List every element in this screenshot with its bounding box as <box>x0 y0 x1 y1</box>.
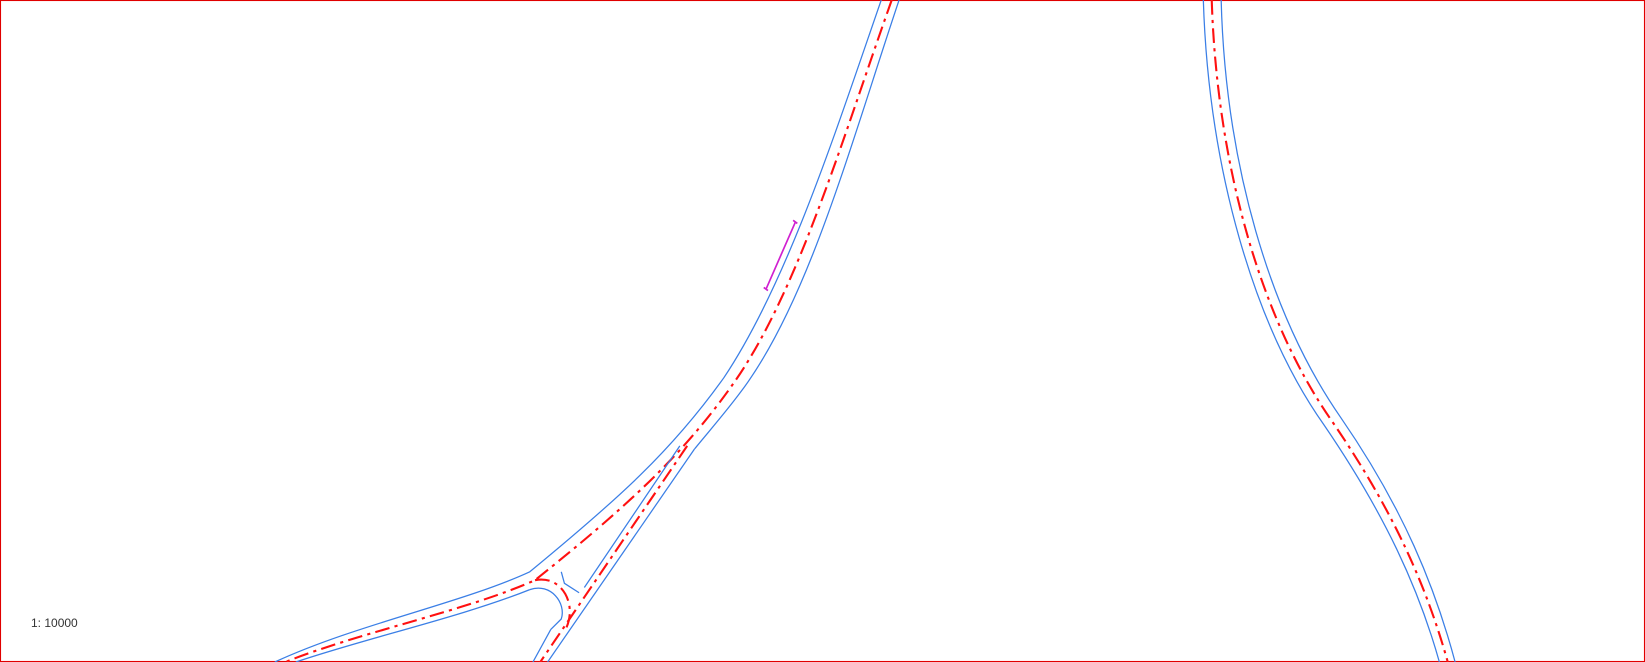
road-edge <box>560 571 580 594</box>
road-edge <box>532 445 681 662</box>
road-edge <box>547 448 696 662</box>
road-edge <box>694 0 900 450</box>
road-edge <box>1220 0 1456 662</box>
scale-label: 1: 10000 <box>31 616 78 630</box>
road-centerline <box>1210 0 1449 662</box>
road-centerline <box>284 0 893 662</box>
road-edge <box>529 587 563 630</box>
road-centerline <box>539 445 689 662</box>
selection-segment <box>763 219 798 292</box>
road-edge <box>295 589 531 662</box>
road-edge <box>274 0 882 662</box>
road-centerline <box>534 578 571 628</box>
road-edge <box>1202 0 1440 662</box>
